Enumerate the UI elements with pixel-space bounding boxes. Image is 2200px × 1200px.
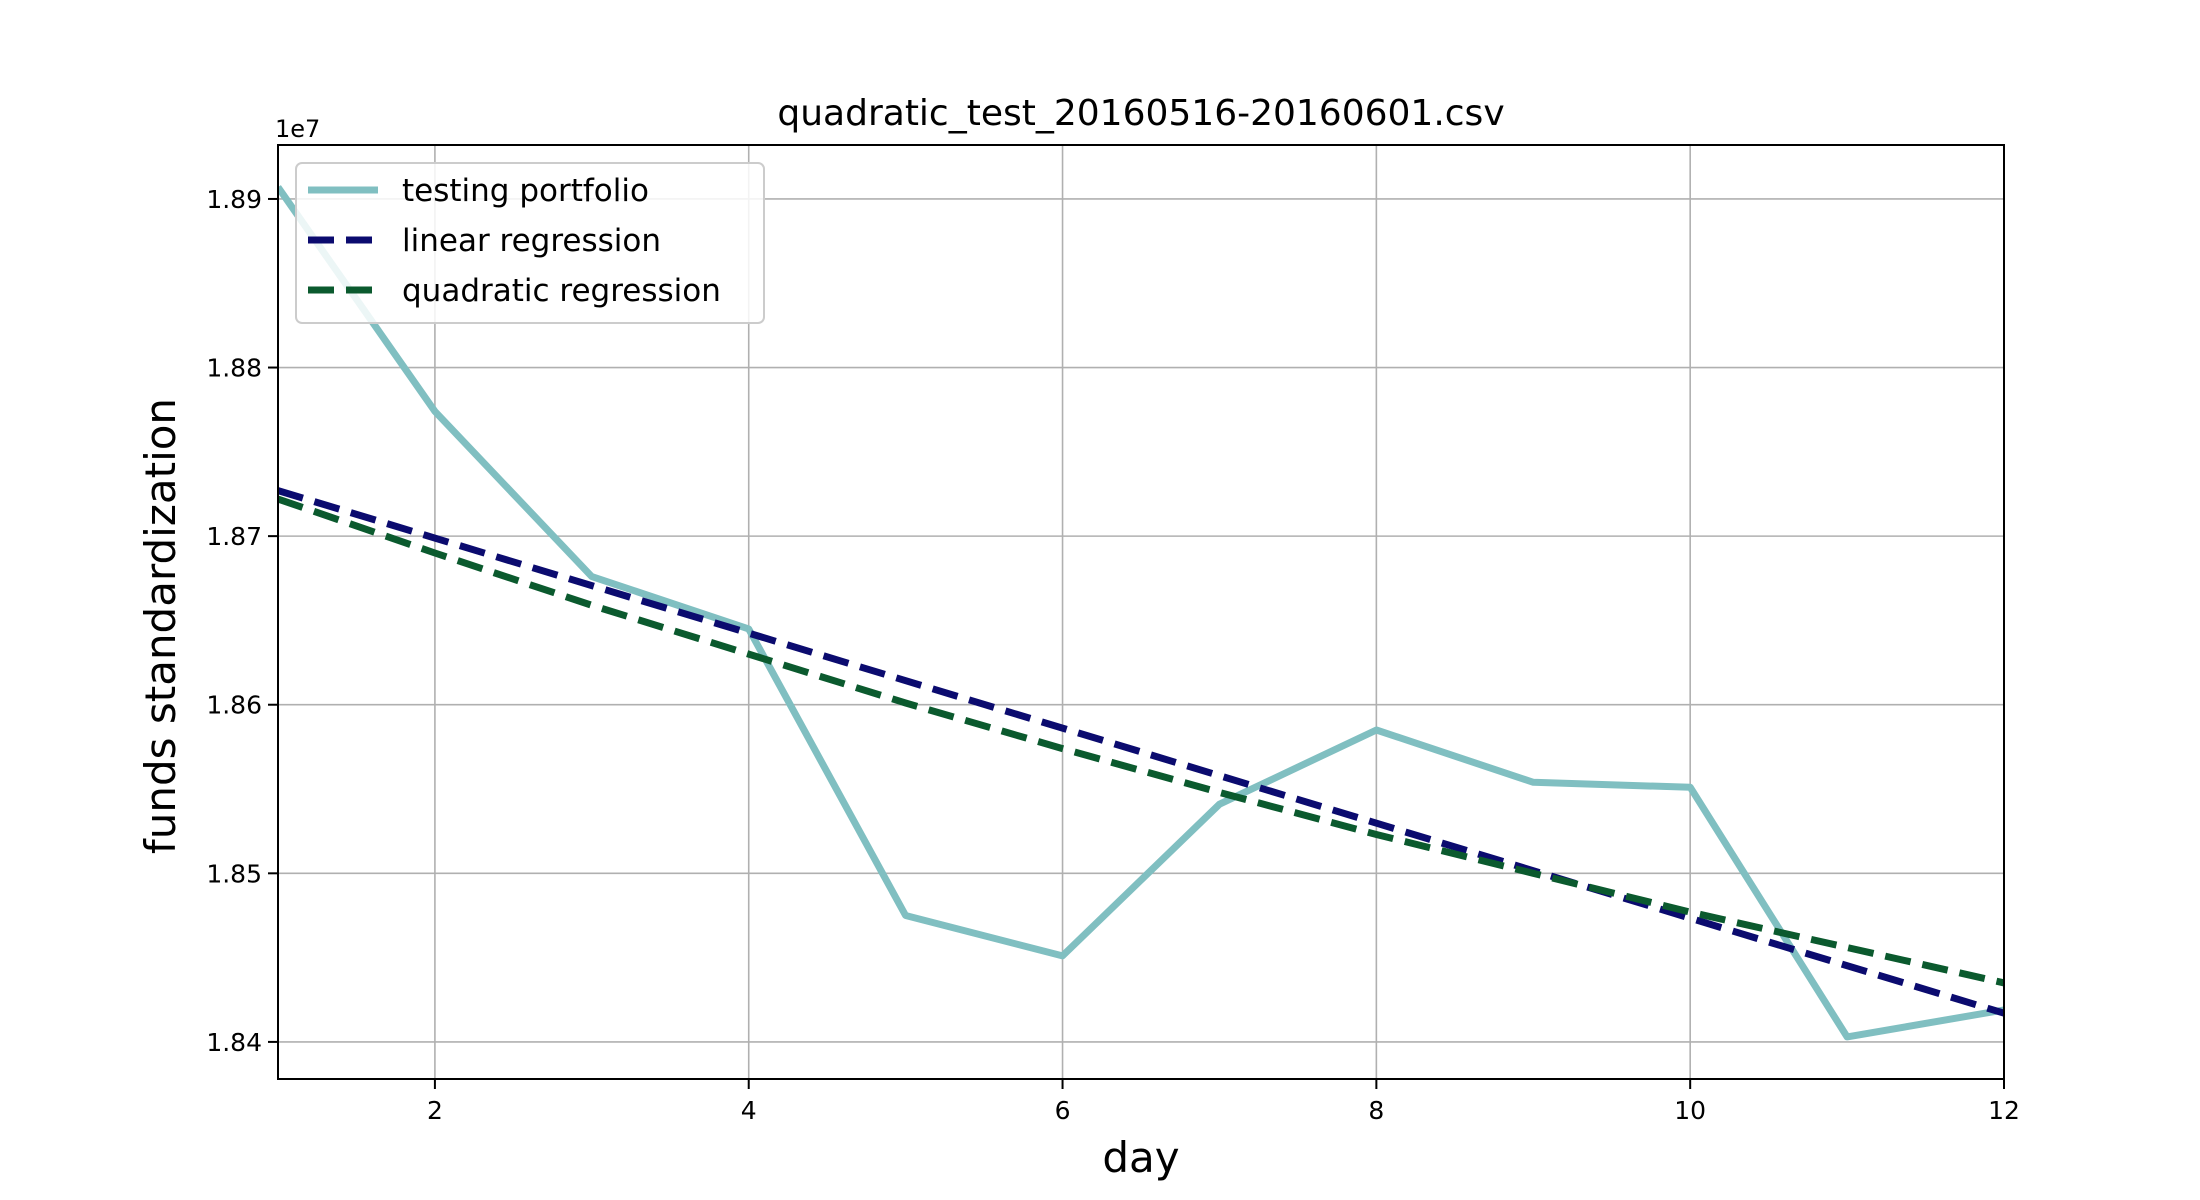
y-tick-label: 1.88 [206, 354, 262, 383]
y-tick-label: 1.85 [206, 859, 262, 888]
legend-label: testing portfolio [402, 173, 649, 209]
series-line-linear-regression [278, 487, 2004, 1017]
y-tick-label: 1.87 [206, 522, 262, 551]
series-line-quadratic-regression [278, 495, 2004, 987]
plot-frame [277, 144, 2005, 1080]
plot-series [278, 185, 2004, 1041]
x-tick-label: 12 [1988, 1096, 2020, 1125]
x-tick-label: 8 [1368, 1096, 1384, 1125]
y-axis-label: funds standardization [136, 398, 185, 854]
y-tick-label: 1.89 [206, 185, 262, 214]
y-tick-label: 1.84 [206, 1028, 262, 1057]
chart-title: quadratic_test_20160516-20160601.csv [777, 93, 1504, 134]
legend-label: linear regression [402, 223, 661, 259]
series-line-testing-portfolio [278, 185, 2004, 1041]
x-tick-label: 10 [1674, 1096, 1706, 1125]
legend-label: quadratic regression [402, 273, 721, 309]
x-axis-label: day [1102, 1133, 1179, 1182]
y-tick-label: 1.86 [206, 691, 262, 720]
y-offset-label: 1e7 [275, 115, 320, 143]
legend: testing portfolio linear regression quadra… [295, 162, 765, 324]
legend-box [295, 162, 765, 324]
x-tick-label: 6 [1055, 1096, 1071, 1125]
axis-ticks: 2 4 6 8 10 12 1.84 1.85 1.86 1.87 1.88 1.89 [206, 185, 2020, 1125]
x-tick-label: 2 [427, 1096, 443, 1125]
x-tick-label: 4 [741, 1096, 757, 1125]
